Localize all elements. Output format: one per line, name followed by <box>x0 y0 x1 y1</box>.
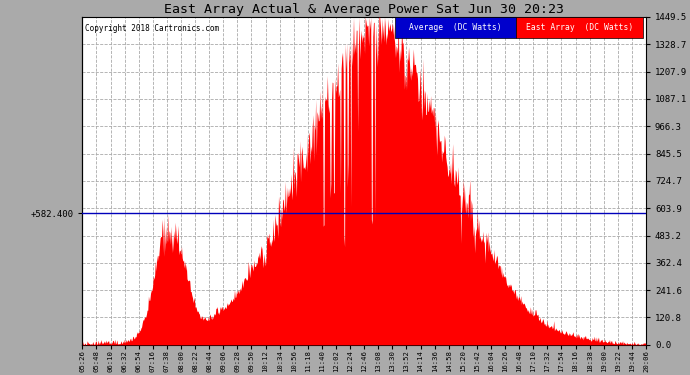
FancyBboxPatch shape <box>516 17 643 38</box>
Text: Average  (DC Watts): Average (DC Watts) <box>409 23 502 32</box>
FancyBboxPatch shape <box>395 17 516 38</box>
Text: East Array  (DC Watts): East Array (DC Watts) <box>526 23 633 32</box>
Text: Copyright 2018 Cartronics.com: Copyright 2018 Cartronics.com <box>86 24 219 33</box>
Title: East Array Actual & Average Power Sat Jun 30 20:23: East Array Actual & Average Power Sat Ju… <box>164 3 564 16</box>
